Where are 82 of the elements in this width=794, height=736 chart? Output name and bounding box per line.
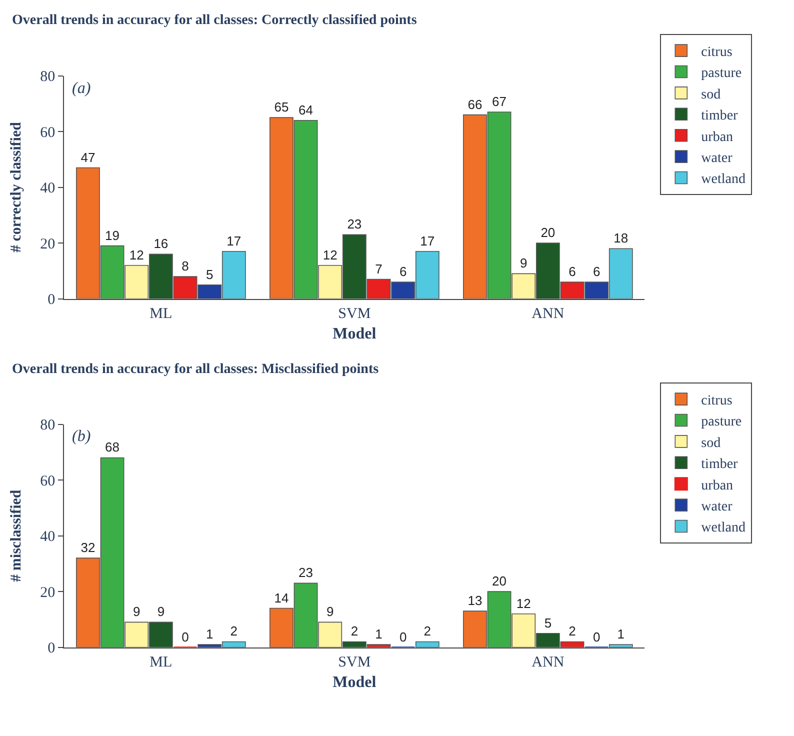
- bar: [415, 641, 440, 648]
- y-tick-label: 0: [48, 292, 56, 308]
- data-label: 67: [492, 94, 507, 109]
- y-tick-label: 40: [40, 180, 56, 197]
- data-label: 7: [375, 261, 382, 276]
- data-label: 64: [298, 102, 314, 118]
- data-label: 6: [399, 264, 407, 280]
- data-label: 16: [154, 236, 168, 252]
- annotation: (a): [72, 80, 91, 97]
- data-label: 9: [326, 604, 334, 620]
- data-label: 2: [230, 624, 238, 639]
- data-label: 6: [592, 264, 600, 280]
- x-axis-title: Model: [332, 326, 377, 342]
- data-label: 1: [375, 626, 382, 642]
- y-tick-label: 0: [48, 640, 56, 657]
- data-label: 2: [568, 624, 576, 639]
- data-label: 5: [206, 266, 214, 282]
- data-label: 0: [182, 629, 189, 644]
- data-label: 13: [468, 593, 482, 608]
- y-axis-title: # correctly classified: [8, 121, 24, 253]
- data-label: 68: [105, 440, 120, 455]
- data-label: 0: [592, 629, 600, 644]
- legend-label: sod: [701, 436, 721, 451]
- data-label: 32: [80, 540, 96, 556]
- annotation: (b): [72, 428, 91, 445]
- bar: [608, 644, 633, 648]
- data-label: 23: [298, 565, 314, 580]
- legend-label: pasture: [701, 414, 742, 430]
- data-label: 17: [226, 233, 242, 248]
- chart-title: Overall trends in accuracy for all classes: Misclassified points: [12, 362, 380, 377]
- y-axis-title: # misclassified: [8, 489, 24, 582]
- data-label: 23: [347, 216, 362, 232]
- data-label: 20: [540, 225, 556, 240]
- data-label: 47: [80, 150, 96, 165]
- legend-label: water: [701, 151, 733, 166]
- x-tick-label: SVM: [338, 654, 371, 670]
- data-label: 19: [105, 228, 120, 243]
- legend-label: urban: [701, 478, 734, 494]
- data-label: 6: [568, 264, 576, 280]
- y-tick-label: 40: [40, 529, 56, 546]
- data-label: 9: [520, 256, 528, 271]
- data-label: 5: [544, 615, 552, 630]
- data-label: 12: [322, 247, 338, 262]
- chart-title: Overall trends in accuracy for all classes: Correctly classified points: [12, 13, 418, 28]
- legend-label: wetland: [701, 172, 746, 188]
- legend-label: timber: [701, 457, 738, 472]
- x-tick-label: SVM: [338, 306, 371, 322]
- legend-label: citrus: [701, 394, 732, 408]
- data-label: 66: [468, 96, 482, 112]
- y-tick-label: 80: [40, 69, 56, 86]
- x-tick-label: ANN: [532, 654, 564, 670]
- data-label: 2: [350, 624, 358, 639]
- legend-label: citrus: [701, 45, 732, 60]
- x-tick-label: ML: [150, 654, 172, 670]
- data-label: 18: [614, 230, 628, 246]
- data-label: 9: [157, 604, 165, 620]
- y-tick-label: 60: [40, 473, 56, 490]
- data-label: 12: [129, 247, 144, 262]
- y-tick-label: 60: [40, 124, 56, 141]
- data-label: 1: [206, 626, 214, 642]
- data-label: 65: [274, 100, 289, 115]
- x-axis-title: Model: [332, 674, 377, 691]
- data-label: 17: [420, 233, 435, 248]
- data-label: 8: [182, 258, 189, 274]
- data-label: 0: [399, 629, 407, 644]
- data-label: 2: [424, 624, 432, 639]
- data-label: 1: [617, 626, 625, 642]
- x-tick-label: ANN: [532, 306, 564, 322]
- data-label: 9: [132, 604, 140, 620]
- legend-label: pasture: [701, 66, 742, 82]
- legend-label: urban: [701, 130, 734, 145]
- y-tick-label: 20: [40, 584, 56, 601]
- data-label: 12: [516, 596, 531, 611]
- data-label: 14: [274, 590, 289, 606]
- y-tick-label: 20: [40, 236, 56, 252]
- legend-label: water: [701, 500, 733, 514]
- legend-label: wetland: [701, 520, 746, 536]
- data-label: 20: [492, 574, 507, 589]
- y-tick-label: 80: [40, 418, 56, 434]
- legend-label: sod: [701, 87, 721, 102]
- legend-label: timber: [701, 108, 738, 124]
- x-tick-label: ML: [150, 306, 172, 322]
